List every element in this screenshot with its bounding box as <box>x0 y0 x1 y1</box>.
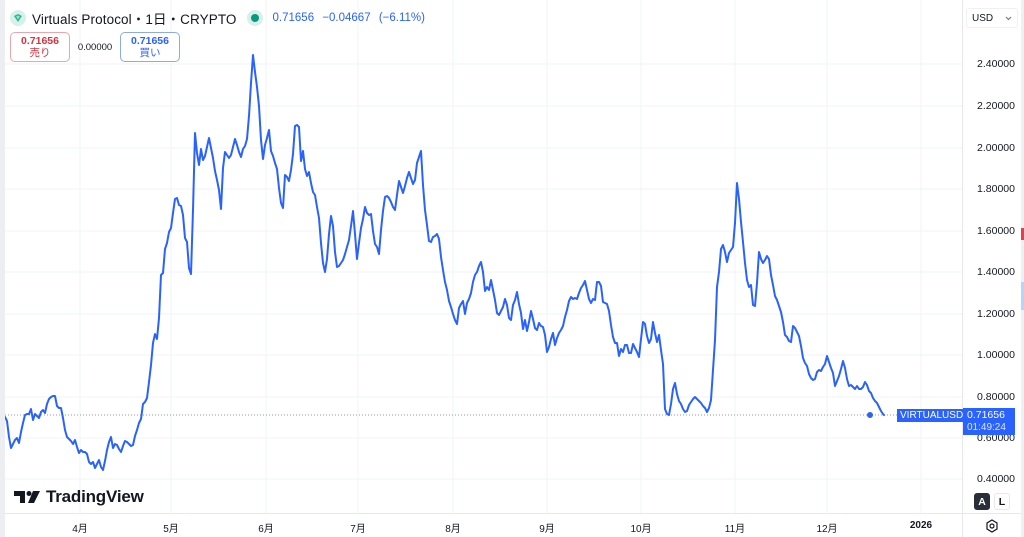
symbol-line-label: VIRTUALUSD <box>897 409 967 422</box>
price-tick: 1.20000 <box>977 308 1015 320</box>
chart-legend-header: Virtuals Protocol・1日・CRYPTO 0.71656 −0.0… <box>10 8 430 28</box>
gear-icon <box>986 518 998 533</box>
price-tick: 2.40000 <box>977 58 1015 70</box>
sell-price: 0.71656 <box>21 35 59 47</box>
left-toolbar-edge <box>0 0 5 537</box>
time-tick: 9月 <box>539 524 555 535</box>
price-tick: 1.40000 <box>977 266 1015 278</box>
last-price-value: 0.71656 <box>272 12 315 24</box>
trade-panel: 0.71656 売り 0.00000 0.71656 買い <box>10 32 180 62</box>
price-tick: 1.00000 <box>977 349 1015 361</box>
change-percent-value: (−6.11%) <box>378 12 425 24</box>
buy-label: 買い <box>139 47 161 59</box>
buy-price: 0.71656 <box>131 35 169 47</box>
tradingview-logo-icon <box>14 491 40 503</box>
grid-lines <box>5 0 962 513</box>
tradingview-logo[interactable]: TradingView <box>14 487 144 507</box>
bar-countdown: 01:49:24 <box>967 421 1006 433</box>
last-price-tag-value: 0.71656 <box>967 409 1005 421</box>
price-tick: 1.80000 <box>977 183 1015 195</box>
time-tick: 5月 <box>163 524 179 535</box>
chart-settings-button[interactable] <box>962 513 1021 537</box>
time-tick: 6月 <box>258 524 274 535</box>
price-tick: 1.60000 <box>977 225 1015 237</box>
chevron-down-icon <box>1005 16 1012 20</box>
price-tick: 0.40000 <box>977 473 1015 485</box>
log-scale-button[interactable]: L <box>994 493 1010 510</box>
currency-value: USD <box>972 12 994 24</box>
price-line-chart <box>4 0 962 513</box>
buy-button[interactable]: 0.71656 買い <box>120 32 180 62</box>
time-tick: 4月 <box>72 524 88 535</box>
quote-values: 0.71656 −0.04667 (−6.11%) <box>273 12 430 24</box>
time-tick: 8月 <box>445 524 461 535</box>
time-tick: 11月 <box>724 524 746 535</box>
market-open-dot-icon <box>246 10 263 26</box>
tradingview-logo-text: TradingView <box>46 487 144 506</box>
sell-label: 売り <box>29 47 51 59</box>
right-panel-edge <box>1021 0 1024 537</box>
time-axis[interactable]: 4月 5月 6月 7月 8月 9月 10月 11月 12月 2026 <box>5 513 962 537</box>
chart-plot-area[interactable] <box>4 0 962 513</box>
time-tick: 2026 <box>909 520 933 531</box>
price-line <box>4 54 885 471</box>
sell-button[interactable]: 0.71656 売り <box>10 32 70 62</box>
symbol-title[interactable]: Virtuals Protocol・1日・CRYPTO <box>32 12 237 27</box>
price-tick: 2.20000 <box>977 100 1015 112</box>
price-tick: 0.60000 <box>977 432 1015 444</box>
change-value: −0.04667 <box>322 12 371 24</box>
currency-select[interactable]: USD <box>966 8 1018 28</box>
price-axis[interactable]: 2.40000 2.20000 2.00000 1.80000 1.60000 … <box>962 0 1021 513</box>
price-tick: 0.80000 <box>977 391 1015 403</box>
last-price-tag: 0.71656 01:49:24 <box>963 408 1015 435</box>
price-tick: 2.00000 <box>977 142 1015 154</box>
time-tick: 10月 <box>630 524 652 535</box>
time-tick: 7月 <box>350 524 366 535</box>
spread-value: 0.00000 <box>77 41 113 53</box>
last-price-dot <box>867 412 873 418</box>
auto-scale-button[interactable]: A <box>974 493 990 510</box>
coin-logo-icon <box>10 10 26 26</box>
time-tick: 12月 <box>816 524 838 535</box>
